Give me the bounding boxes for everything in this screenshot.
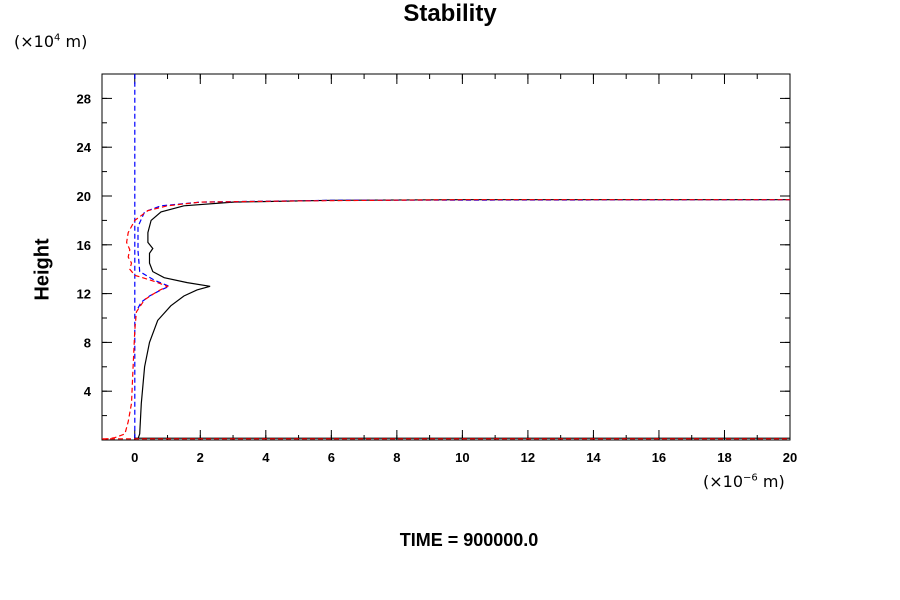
x-tick-label: 6 (328, 450, 335, 465)
y-tick-label: 16 (77, 238, 91, 253)
y-tick-label: 8 (84, 335, 91, 350)
x-tick-label: 0 (131, 450, 138, 465)
x-tick-label: 18 (717, 450, 731, 465)
x-units-prefix: (×10 (703, 472, 744, 491)
chart-title: Stability (403, 0, 497, 27)
x-tick-label: 2 (197, 450, 204, 465)
y-units-prefix: (×10 (14, 32, 55, 51)
x-tick-label: 4 (262, 450, 270, 465)
x-tick-label: 12 (521, 450, 535, 465)
x-axis-units: (×10−6 m) (703, 472, 785, 491)
y-tick-label: 12 (77, 287, 91, 302)
x-tick-label: 8 (393, 450, 400, 465)
x-tick-label: 14 (586, 450, 601, 465)
series-line-1 (137, 199, 790, 439)
y-tick-label: 28 (77, 91, 91, 106)
x-tick-label: 16 (652, 450, 666, 465)
time-label: TIME = 900000.0 (399, 530, 539, 550)
y-units-exponent: 4 (54, 32, 61, 44)
series-line-3 (137, 199, 791, 309)
x-tick-label: 20 (783, 450, 797, 465)
series-group (102, 74, 791, 440)
plot-frame (101, 73, 791, 441)
y-tick-label: 24 (77, 140, 92, 155)
y-tick-label: 20 (77, 189, 91, 204)
x-units-exponent: −6 (743, 472, 758, 484)
x-units-suffix: m) (757, 472, 785, 491)
series-line-4 (103, 199, 790, 440)
y-units-suffix: m) (60, 32, 88, 51)
y-axis-units: (×104 m) (14, 32, 87, 51)
x-tick-label: 10 (455, 450, 469, 465)
y-tick-label: 4 (84, 384, 92, 399)
